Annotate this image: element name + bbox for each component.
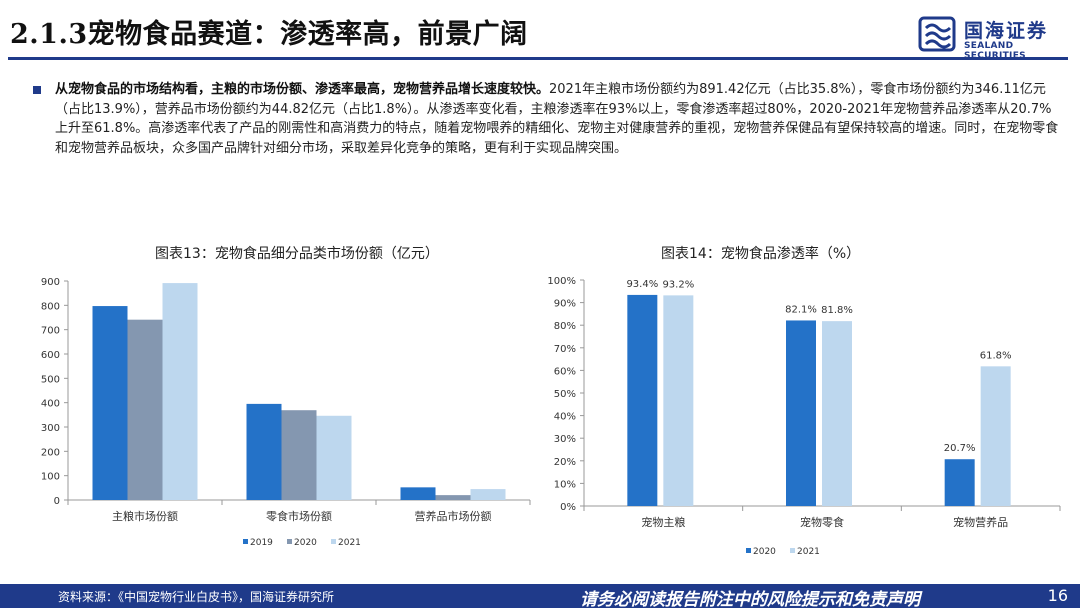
- chart14-legend-swatch: [746, 548, 751, 553]
- chart13-category-label: 营养品市场份额: [415, 509, 492, 523]
- chart14-data-label: 61.8%: [980, 350, 1012, 361]
- chart13-y-tick-label: 600: [41, 350, 60, 361]
- chart13-bar: [316, 415, 352, 500]
- chart14-y-tick-label: 0%: [560, 502, 576, 513]
- chart14-bar: [786, 320, 816, 506]
- chart14-data-label: 20.7%: [944, 443, 976, 454]
- chart13-y-tick-label: 700: [41, 326, 60, 337]
- penetration-chart: 0% 10% 20% 30% 40% 50% 60% 70% 80% 90% 100% 93.4% 93…: [547, 276, 1061, 557]
- chart14-category-label: 宠物营养品: [953, 515, 1008, 529]
- logo-name-cn: 国海证券: [964, 20, 1049, 42]
- chart13-bar: [470, 489, 506, 500]
- chart13-bar: [435, 495, 471, 500]
- chart13-y-tick-label: 200: [41, 447, 60, 458]
- chart13-bar: [246, 403, 282, 500]
- chart14-y-tick-label: 40%: [554, 412, 576, 423]
- title-divider: [8, 57, 1068, 60]
- chart14-y-tick-label: 30%: [554, 434, 576, 445]
- chart14-category-label: 宠物零食: [800, 515, 844, 529]
- chart14-bar: [663, 295, 694, 506]
- chart14-y-tick-label: 90%: [554, 299, 576, 310]
- chart14-y-tick-label: 10%: [554, 479, 576, 490]
- market-share-chart: 0 100 200 300 400 500 600 700 800 900 主粮市场份额 零食市场份额…: [41, 277, 531, 548]
- chart14-y-tick-label: 80%: [554, 321, 576, 332]
- chart13-legend-swatch: [331, 539, 336, 544]
- chart14-bar: [980, 366, 1011, 506]
- chart14-y-tick-label: 50%: [554, 389, 576, 400]
- chart14-bar: [822, 321, 852, 506]
- chart14-data-label: 93.2%: [662, 279, 694, 290]
- chart13-y-tick-label: 900: [41, 277, 60, 288]
- chart13-y-tick-label: 800: [41, 301, 60, 312]
- bullet-square-icon: [33, 86, 41, 94]
- chart13-y-tick-label: 400: [41, 399, 60, 410]
- chart14-data-label: 81.8%: [821, 305, 853, 316]
- chart13-bar: [127, 319, 163, 500]
- chart14-category-label: 宠物主粮: [641, 515, 685, 529]
- chart13-category-label: 主粮市场份额: [112, 509, 178, 523]
- footer-bar: 资料来源：《中国宠物行业白皮书》，国海证券研究所 请务必阅读报告附注中的风险提示…: [0, 584, 1080, 610]
- chart13-y-tick-label: 0: [54, 496, 60, 507]
- chart13-y-tick-label: 100: [41, 472, 60, 483]
- chart13-bar: [92, 306, 128, 500]
- chart13-legend-label: 2020: [294, 538, 317, 548]
- chart13-legend-swatch: [243, 539, 248, 544]
- chart13-bar: [400, 487, 436, 500]
- chart14-y-tick-label: 60%: [554, 366, 576, 377]
- chart14-bar: [627, 294, 658, 506]
- page-number: 16: [1047, 586, 1068, 605]
- chart14-y-tick-label: 100%: [547, 276, 576, 287]
- chart14-y-tick-label: 70%: [554, 344, 576, 355]
- chart13-category-label: 零食市场份额: [266, 509, 332, 523]
- chart14-data-label: 93.4%: [626, 279, 658, 290]
- chart13-bar: [162, 283, 198, 500]
- chart14-legend-label: 2020: [753, 547, 776, 557]
- logo-emblem-icon: [918, 16, 956, 52]
- chart14-legend-swatch: [790, 548, 795, 553]
- chart14-legend-label: 2021: [797, 547, 820, 557]
- summary-paragraph: 从宠物食品的市场结构看，主粮的市场份额、渗透率最高，宠物营养品增长速度较快。20…: [55, 80, 1060, 158]
- chart13-bar: [281, 410, 317, 500]
- summary-bold: 从宠物食品的市场结构看，主粮的市场份额、渗透率最高，宠物营养品增长速度较快。: [55, 82, 550, 97]
- chart14-title: 图表14：宠物食品渗透率（%）: [661, 246, 861, 262]
- chart14-data-label: 82.1%: [785, 304, 817, 315]
- chart13-title: 图表13：宠物食品细分品类市场份额（亿元）: [155, 246, 439, 262]
- chart13-legend-swatch: [287, 539, 292, 544]
- summary-text: 2021年主粮市场份额约为891.42亿元（占比35.8%），零食市场份额约为3…: [55, 82, 1059, 156]
- logo-name-en: SEALAND SECURITIES: [964, 41, 1026, 61]
- chart13-y-tick-label: 300: [41, 423, 60, 434]
- chart13-legend-label: 2019: [250, 538, 273, 548]
- chart14-bar: [944, 459, 975, 506]
- page-title: 2.1.3宠物食品赛道：渗透率高，前景广阔: [10, 19, 528, 50]
- footer-source: 资料来源：《中国宠物行业白皮书》，国海证券研究所: [58, 590, 335, 604]
- chart13-y-tick-label: 500: [41, 374, 60, 385]
- chart14-y-tick-label: 20%: [554, 457, 576, 468]
- footer-disclaimer: 请务必阅读报告附注中的风险提示和免责声明: [580, 590, 920, 610]
- company-logo: 国海证券 SEALAND SECURITIES: [918, 14, 1078, 61]
- chart13-legend-label: 2021: [338, 538, 361, 548]
